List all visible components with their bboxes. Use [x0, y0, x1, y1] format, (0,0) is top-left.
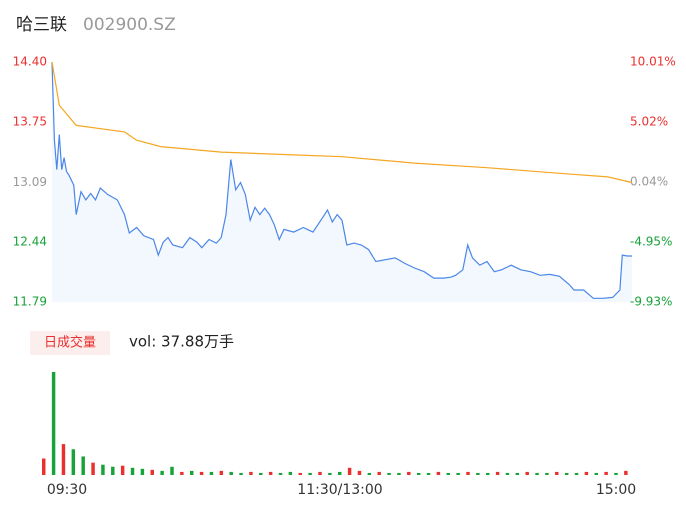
volume-bar — [288, 471, 293, 475]
volume-bar — [584, 471, 589, 475]
volume-bar — [476, 472, 480, 475]
volume-bar — [436, 471, 441, 475]
volume-bar — [111, 466, 115, 475]
volume-bar — [594, 472, 598, 475]
volume-bar — [564, 472, 569, 475]
volume-bar — [130, 467, 135, 475]
volume-bar — [219, 470, 224, 475]
volume-bar — [377, 471, 381, 475]
volume-bar — [505, 472, 510, 475]
volume-bar — [495, 471, 500, 475]
y-tick-label: 12.44 — [13, 235, 47, 249]
volume-bar — [170, 466, 174, 475]
volume-bar — [357, 470, 362, 475]
volume-bar — [624, 470, 628, 475]
x-tick-label: 11:30/13:00 — [297, 482, 382, 498]
volume-bar — [515, 472, 520, 475]
y-tick-label: 13.09 — [13, 175, 47, 189]
volume-bar — [614, 472, 618, 475]
volume-bar — [308, 472, 312, 475]
volume-bar — [268, 471, 273, 475]
volume-bar — [51, 372, 56, 475]
volume-label: 日成交量 — [44, 335, 96, 351]
volume-bar — [466, 471, 470, 475]
volume-bar — [426, 472, 431, 475]
volume-bar — [318, 471, 322, 475]
volume-bar — [229, 471, 233, 475]
volume-bar — [387, 472, 391, 475]
y-tick-label: 13.75 — [13, 114, 47, 128]
volume-bar — [190, 470, 194, 475]
volume-bar — [199, 471, 204, 475]
x-tick-label: 09:30 — [47, 482, 87, 498]
price-area — [52, 62, 632, 302]
volume-bar — [555, 471, 559, 475]
volume-bar — [259, 472, 263, 475]
volume-bar — [328, 472, 332, 475]
y2-tick-label: -9.93% — [630, 295, 672, 309]
volume-bar — [486, 472, 490, 475]
volume-bar — [81, 456, 85, 475]
y2-tick-label: -4.95% — [630, 235, 672, 249]
stock-name: 哈三联 — [16, 15, 67, 35]
volume-bar — [61, 444, 66, 475]
volume-bar — [180, 471, 184, 475]
volume-bar — [367, 472, 372, 475]
volume-bar — [416, 472, 421, 475]
volume-bar — [525, 471, 529, 475]
y-tick-label: 11.79 — [13, 295, 47, 309]
y2-tick-label: 5.02% — [630, 115, 668, 129]
volume-bar — [574, 472, 579, 475]
volume-bar — [278, 472, 283, 475]
y2-tick-label: 10.01% — [630, 55, 676, 69]
x-tick-label: 15:00 — [596, 482, 636, 498]
y2-tick-label: 0.04% — [630, 175, 668, 189]
volume-bar — [407, 471, 411, 475]
volume-bar — [160, 470, 164, 475]
volume-bar — [456, 472, 460, 475]
volume-label-bg — [30, 331, 110, 355]
volume-bar — [101, 464, 105, 475]
volume-bar — [239, 472, 243, 475]
volume-bar — [71, 449, 76, 475]
volume-bar — [535, 472, 539, 475]
volume-bar — [347, 467, 352, 475]
volume-bar — [209, 471, 214, 475]
volume-bar — [446, 472, 450, 475]
volume-bar — [140, 468, 145, 475]
stock-code: 002900.SZ — [83, 15, 176, 35]
volume-bar — [42, 458, 46, 475]
average-line — [51, 61, 633, 184]
price-line — [51, 61, 632, 299]
volume-text: vol: 37.88万手 — [129, 333, 234, 351]
volume-bar — [298, 472, 302, 475]
volume-bar — [338, 471, 342, 475]
volume-bar — [120, 465, 125, 475]
volume-bar — [545, 472, 549, 475]
volume-bar — [150, 469, 154, 475]
y-tick-label: 14.40 — [13, 55, 47, 69]
volume-bar — [91, 462, 95, 475]
volume-bar — [249, 471, 253, 475]
volume-bar — [397, 472, 401, 475]
volume-bar — [604, 471, 608, 475]
